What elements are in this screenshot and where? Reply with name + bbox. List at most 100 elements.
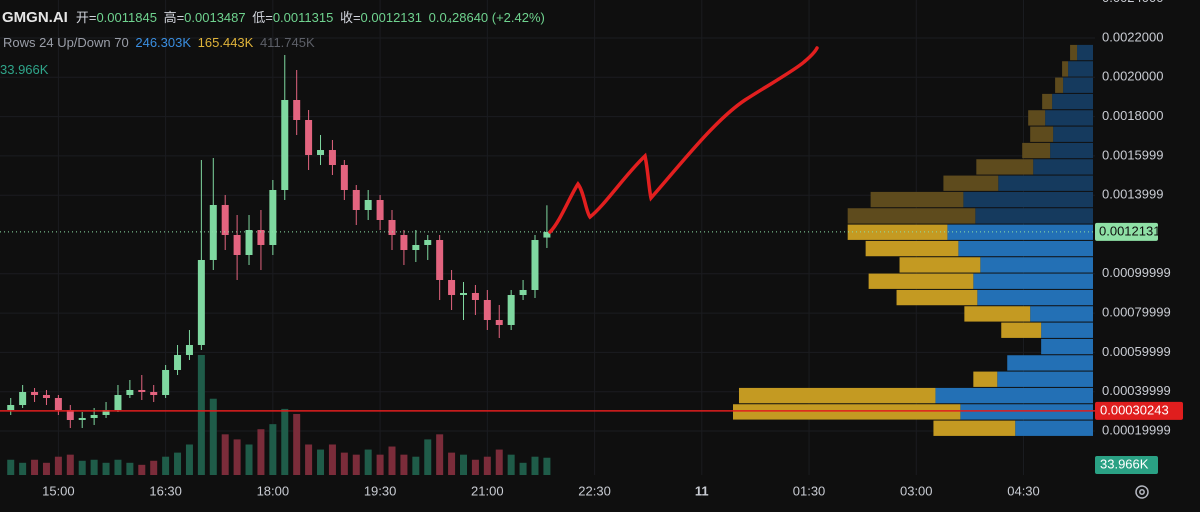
candle-body xyxy=(448,279,456,296)
profile-up-bar xyxy=(1077,44,1093,61)
price-lines xyxy=(0,231,1095,412)
candle-body xyxy=(138,389,146,392)
profile-down-bar xyxy=(1070,44,1078,61)
profile-up-bar xyxy=(1053,126,1093,142)
candle-body xyxy=(221,204,229,235)
candle-body xyxy=(507,295,515,325)
profile-down-bar xyxy=(870,191,964,208)
y-tick-label: 0.00039999 xyxy=(1102,383,1171,398)
volume-bar xyxy=(388,446,396,475)
volume-bar xyxy=(126,462,134,475)
volume-bar xyxy=(90,459,98,475)
volume-bar xyxy=(42,462,50,475)
profile-down-bar xyxy=(1022,142,1051,159)
volume-bar xyxy=(102,462,110,475)
candle-body xyxy=(114,395,122,410)
gear-outer[interactable] xyxy=(1135,485,1149,499)
profile-up-bar xyxy=(958,240,1093,257)
volume-bar xyxy=(257,429,265,475)
x-tick-label: 11 xyxy=(695,483,709,498)
candle-body xyxy=(293,99,301,121)
profile-down-bar xyxy=(1055,77,1064,93)
volume-bar xyxy=(221,434,229,475)
y-tick-label: 0.0013999 xyxy=(1102,187,1163,202)
candle-body xyxy=(400,234,408,251)
volume-bar xyxy=(7,459,15,475)
profile-up-bar xyxy=(1041,322,1093,338)
y-tick-label: 0.00079999 xyxy=(1102,305,1171,320)
candle-body xyxy=(42,395,50,398)
volume-bar xyxy=(424,439,432,475)
volume-badge-label: 33.966K xyxy=(1100,456,1149,471)
y-tick-label: 0.0020000 xyxy=(1102,69,1163,84)
y-tick-label: 0.00059999 xyxy=(1102,344,1171,359)
x-tick-label: 16:30 xyxy=(149,483,182,498)
profile-up-bar xyxy=(1007,355,1093,371)
volume-bar xyxy=(66,454,74,475)
candle-body xyxy=(352,189,360,210)
x-tick-label: 18:00 xyxy=(257,483,290,498)
profile-up-bar xyxy=(960,404,1093,420)
candle-body xyxy=(185,344,193,355)
volume-bar xyxy=(328,444,336,475)
volume-bar xyxy=(31,459,39,475)
profile-up-bar xyxy=(963,191,1093,208)
price-line-label: 0.00030243 xyxy=(1100,402,1169,417)
candle-body xyxy=(78,417,86,420)
candle-body xyxy=(197,259,205,345)
candle-body xyxy=(209,204,217,260)
volume xyxy=(7,355,551,475)
profile-down-bar xyxy=(865,240,959,257)
profile-up-bar xyxy=(977,289,1093,306)
volume-bar xyxy=(185,444,193,475)
x-tick-label: 22:30 xyxy=(578,483,611,498)
candle-body xyxy=(102,409,110,415)
volume-bar xyxy=(19,462,27,475)
up-total: 246.303K xyxy=(135,35,192,50)
profile-down-bar xyxy=(943,175,999,191)
y-tick-label: 0.0022000 xyxy=(1102,29,1163,44)
volume-bar xyxy=(54,456,62,475)
x-tick-label: 04:30 xyxy=(1007,483,1040,498)
candle-body xyxy=(245,230,253,255)
profile-title: Rows 24 Up/Down 70 xyxy=(3,35,129,50)
candle-body xyxy=(424,240,432,245)
legend-profile: Rows 24 Up/Down 70 246.303K 165.443K 411… xyxy=(3,35,318,50)
candle-body xyxy=(233,234,241,255)
volume-bar xyxy=(114,459,122,475)
candle-body xyxy=(483,299,491,321)
y-tick-label: 0.0024000 xyxy=(1102,0,1163,5)
profile-up-bar xyxy=(1015,420,1093,436)
y-tick-label: 0.00099999 xyxy=(1102,265,1171,280)
open-value: 0.0011845 xyxy=(96,10,157,25)
settings-icon[interactable] xyxy=(1135,485,1149,499)
profile-up-bar xyxy=(1052,93,1093,110)
candle-body xyxy=(126,389,134,396)
profile-down-bar xyxy=(976,159,1034,175)
label: 开= xyxy=(75,10,97,25)
profile-up-bar xyxy=(935,387,1093,404)
candle-body xyxy=(328,150,336,166)
volume-bar xyxy=(245,444,253,475)
profile-down-bar xyxy=(738,387,936,404)
candle-body xyxy=(495,320,503,325)
x-tick-label: 03:00 xyxy=(900,483,933,498)
x-tick-label: 21:00 xyxy=(471,483,504,498)
volume-bar xyxy=(78,460,86,475)
profile-down-bar xyxy=(847,208,976,224)
candle-body xyxy=(364,199,372,210)
profile-up-bar xyxy=(973,273,1093,289)
candle-body xyxy=(436,240,444,280)
legend-volume: 33.966K xyxy=(0,62,51,77)
candle-body xyxy=(174,354,182,370)
volume-bar xyxy=(233,439,241,475)
profile-up-bar xyxy=(997,371,1093,387)
volume-bar xyxy=(364,449,372,475)
label: 收= xyxy=(339,10,361,25)
volume-bar xyxy=(531,456,539,475)
total: 411.745K xyxy=(259,35,315,50)
profile-up-bar xyxy=(1050,142,1093,159)
gear-inner[interactable] xyxy=(1139,489,1145,495)
profile-down-bar xyxy=(1001,322,1042,338)
